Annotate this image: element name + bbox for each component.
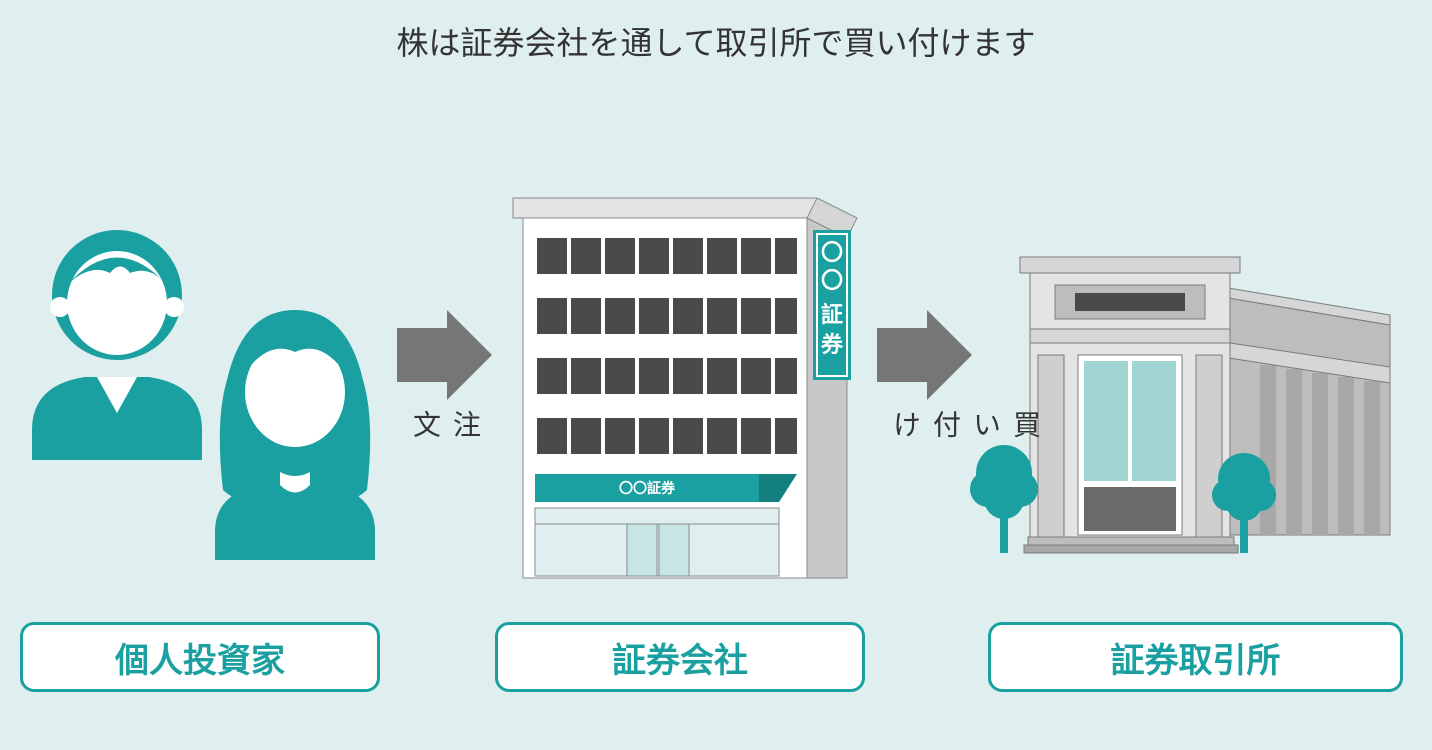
female-investor-icon <box>195 300 395 565</box>
broker-awning-sign: 〇〇証券 <box>619 480 676 496</box>
arrow-order-caption: 注文 <box>405 410 485 440</box>
svg-text:券: 券 <box>820 332 844 357</box>
svg-text:〇: 〇 <box>821 268 843 293</box>
investors-label: 個人投資家 <box>20 622 380 692</box>
svg-text:証: 証 <box>821 302 843 327</box>
broker-label: 証券会社 <box>495 622 865 692</box>
exchange-building-icon <box>960 205 1420 590</box>
arrow-right-icon <box>397 310 492 400</box>
diagram-stage: 〇〇証券 〇 〇 証 券 <box>0 150 1432 750</box>
diagram-title: 株は証券会社を通して取引所で買い付けます <box>0 18 1432 64</box>
male-investor-icon <box>20 225 215 465</box>
exchange-label: 証券取引所 <box>988 622 1403 692</box>
broker-building-icon: 〇〇証券 〇 〇 証 券 <box>495 190 865 595</box>
arrow-buy-caption: 買い付け <box>885 410 1045 440</box>
arrow-right-icon <box>877 310 972 400</box>
arrow-buy: 買い付け <box>877 310 972 440</box>
svg-text:〇: 〇 <box>821 240 843 265</box>
arrow-order: 注文 <box>397 310 492 440</box>
